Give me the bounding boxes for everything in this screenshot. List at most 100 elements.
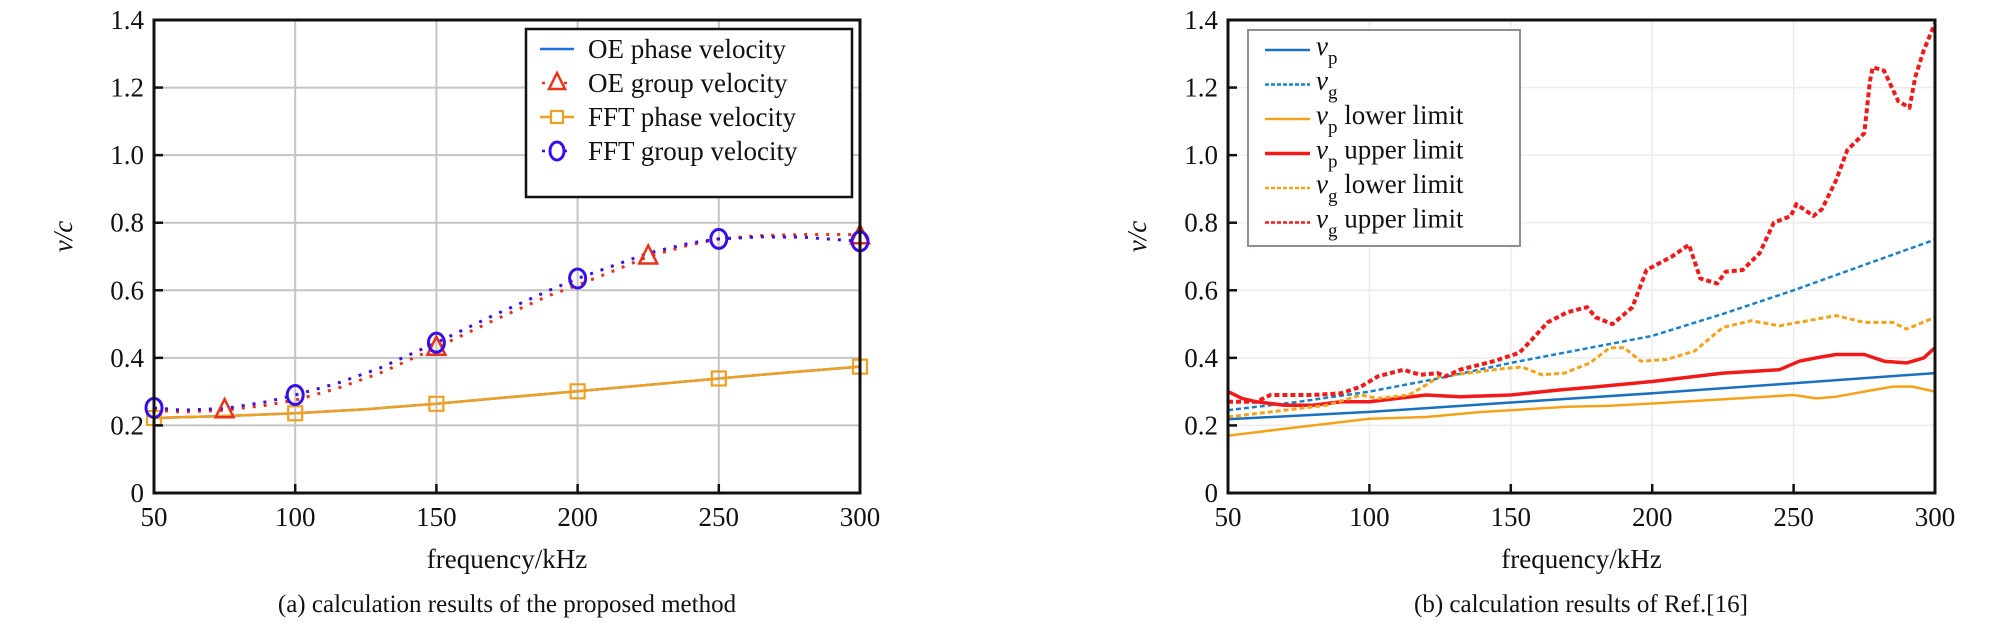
x-tick-label: 200 xyxy=(1632,502,1673,532)
legend-label-suffix: lower limit xyxy=(1337,100,1463,130)
marker-circle-fft-group-velocity xyxy=(568,267,588,290)
marker-circle-fft-group-velocity xyxy=(285,384,305,407)
y-tick-label: 0.4 xyxy=(110,343,144,373)
legend-marker-square xyxy=(549,109,565,125)
series-line-v-p xyxy=(1228,371,1936,421)
figure-caption: (a) calculation results of the proposed … xyxy=(278,591,737,618)
y-axis-label: v/c xyxy=(1122,221,1152,252)
axes: 50 100 150 200 250 300 0 0.2 0.4 0.6 0.8 1.0 1.2 1.4 xyxy=(110,5,880,532)
legend-marker-circle xyxy=(548,140,566,162)
x-axis-label: frequency/kHz xyxy=(427,544,587,574)
x-tick-label: 150 xyxy=(416,502,457,532)
series-line-oe-group-velocity xyxy=(154,233,860,414)
legend-label-subscript: p xyxy=(1328,152,1338,173)
plot-frame xyxy=(1226,18,1937,495)
legend-label-subscript: g xyxy=(1328,221,1338,242)
y-tick-label: 0.6 xyxy=(110,275,144,305)
x-tick-label: 100 xyxy=(275,502,316,532)
marker-square-fft-phase-velocity xyxy=(287,405,304,422)
marker-triangle-oe-group-velocity xyxy=(637,242,660,265)
y-tick-label: 0.4 xyxy=(1184,343,1218,373)
y-tick-label: 1.0 xyxy=(110,140,144,170)
legend-entry: vg lower limit xyxy=(1265,169,1464,207)
y-tick-label: 0.8 xyxy=(110,208,144,238)
figure-caption: (b) calculation results of Ref.[16] xyxy=(1414,591,1748,618)
legend-label: vp lower limit xyxy=(1316,100,1464,138)
legend-label-suffix: lower limit xyxy=(1337,169,1463,199)
legend-label: vp xyxy=(1316,31,1337,69)
marker-triangle-oe-group-velocity xyxy=(425,333,448,356)
marker-circle-fft-group-velocity xyxy=(426,331,446,354)
series-line-fft-group-velocity xyxy=(154,235,861,412)
y-tick-label: 1.0 xyxy=(1184,140,1218,170)
series-line-v-g-lower-limit xyxy=(1228,314,1936,419)
x-tick-label: 200 xyxy=(557,502,598,532)
legend-label: vg upper limit xyxy=(1316,204,1464,242)
axes: 50 100 150 200 250 300 0 0.2 0.4 0.6 0.8 1.0 1.2 1.4 xyxy=(1184,5,1955,532)
legend-label: vg xyxy=(1316,66,1338,104)
legend-label: vg lower limit xyxy=(1316,169,1464,207)
y-tick-label: 0.8 xyxy=(1184,208,1218,238)
chart-b: 50 100 150 200 250 300 0 0.2 0.4 0.6 0.8 1.0 1.2 1.4 f… xyxy=(1122,5,1955,618)
x-tick-label: 300 xyxy=(840,502,881,532)
legend-label-symbol: v xyxy=(1316,31,1328,61)
series-group xyxy=(154,233,861,420)
legend-label-symbol: v xyxy=(1316,169,1328,199)
legend-label-symbol: v xyxy=(1316,204,1328,234)
legend-entry: FFT group velocity xyxy=(542,136,798,166)
x-tick-label: 250 xyxy=(699,502,740,532)
legend-label-subscript: g xyxy=(1328,186,1338,207)
y-tick-label: 0.2 xyxy=(1184,410,1218,440)
legend-label-subscript: g xyxy=(1328,83,1338,104)
legend: OE phase velocity OE group velocity FFT ph… xyxy=(524,27,854,199)
legend-label-suffix: upper limit xyxy=(1337,204,1463,234)
y-tick-label: 0.6 xyxy=(1184,275,1218,305)
y-tick-label: 1.4 xyxy=(110,5,144,35)
series-line-fft-phase-velocity xyxy=(154,365,861,420)
legend-entry: vp upper limit xyxy=(1265,135,1464,173)
x-tick-label: 50 xyxy=(1215,502,1242,532)
series-line-v-p-lower-limit xyxy=(1228,385,1936,437)
legend-label: FFT group velocity xyxy=(588,136,798,166)
legend-label-suffix: upper limit xyxy=(1337,135,1463,165)
marker-triangle-oe-group-velocity xyxy=(213,396,236,419)
legend-label-symbol: v xyxy=(1316,135,1328,165)
legend-entry: vp xyxy=(1265,31,1337,69)
x-tick-label: 300 xyxy=(1915,502,1956,532)
legend-entry: vg xyxy=(1265,66,1338,104)
legend-entry: vg upper limit xyxy=(1265,204,1464,242)
legend-label: vp upper limit xyxy=(1316,135,1464,173)
legend-box xyxy=(524,27,854,199)
y-tick-label: 1.4 xyxy=(1184,5,1218,35)
y-tick-label: 1.2 xyxy=(1184,73,1218,103)
legend-box xyxy=(1247,29,1521,247)
legend-entry: OE group velocity xyxy=(542,68,788,98)
x-tick-label: 150 xyxy=(1491,502,1532,532)
x-axis-label: frequency/kHz xyxy=(1501,544,1661,574)
legend-label: FFT phase velocity xyxy=(588,102,796,132)
y-tick-label: 0.2 xyxy=(110,410,144,440)
legend-marker-triangle xyxy=(546,70,568,91)
legend-label: OE group velocity xyxy=(588,68,788,98)
legend-label-subscript: p xyxy=(1328,48,1338,69)
x-tick-label: 50 xyxy=(141,502,168,532)
legend-entry: OE phase velocity xyxy=(540,34,786,64)
y-tick-label: 0 xyxy=(131,478,145,508)
y-tick-label: 0 xyxy=(1205,478,1219,508)
legend-label: OE phase velocity xyxy=(588,34,786,64)
series-line-v-g-upper-limit xyxy=(1228,22,1937,404)
chart-a: 50 100 150 200 250 300 0 0.2 0.4 0.6 0.8 1.0 1.2 1.4 f… xyxy=(48,5,880,618)
marker-square-fft-phase-velocity xyxy=(569,383,586,400)
y-axis-label: v/c xyxy=(48,221,78,252)
y-tick-label: 1.2 xyxy=(110,73,144,103)
series-line-v-p-upper-limit xyxy=(1228,346,1937,407)
legend-entry: FFT phase velocity xyxy=(540,102,796,132)
series-line-v-g xyxy=(1228,238,1936,412)
series-group xyxy=(1228,22,1937,437)
x-tick-label: 250 xyxy=(1773,502,1814,532)
legend-label-symbol: v xyxy=(1316,100,1328,130)
legend-label-subscript: p xyxy=(1328,117,1338,138)
legend-entry: vp lower limit xyxy=(1265,100,1464,138)
